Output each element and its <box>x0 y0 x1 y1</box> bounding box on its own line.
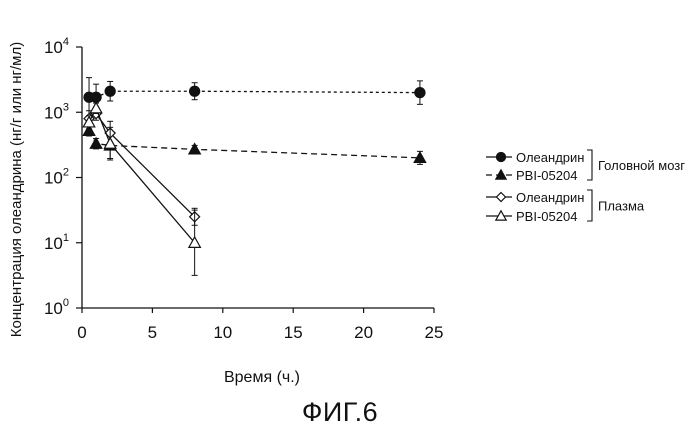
x-tick-label: 5 <box>148 323 157 342</box>
legend-bracket <box>587 189 593 222</box>
series-line <box>88 106 196 244</box>
legend-label: Олеандрин <box>516 150 584 165</box>
y-tick-label: 102 <box>44 167 69 188</box>
data-point <box>188 85 201 97</box>
x-tick-label: 10 <box>213 323 232 342</box>
series-3 <box>82 101 202 276</box>
legend-marker <box>494 168 508 180</box>
legend-group-label: Головной мозг <box>598 158 685 173</box>
x-tick-label: 25 <box>425 323 444 342</box>
legend-bracket <box>587 149 593 181</box>
figure-caption: ФИГ.6 <box>301 397 379 427</box>
legend: Олеандрин PBI-05204 Олеандрин PBI-05204 Голо… <box>486 149 685 224</box>
data-point <box>89 101 103 114</box>
data-point <box>414 86 426 99</box>
series-line <box>89 90 420 98</box>
y-tick-base: 10 <box>44 38 63 57</box>
y-tick-exponent: 1 <box>63 232 69 244</box>
y-tick-exponent: 2 <box>63 167 69 179</box>
y-tick-label: 100 <box>44 297 69 318</box>
y-tick-label: 101 <box>44 232 69 253</box>
data-point <box>413 150 427 164</box>
legend-group-label: Плазма <box>598 199 645 214</box>
data-point <box>90 91 102 103</box>
y-tick-base: 10 <box>44 169 63 188</box>
y-tick-exponent: 0 <box>63 297 69 309</box>
y-tick-label: 103 <box>44 101 69 122</box>
y-tick-exponent: 4 <box>63 36 69 48</box>
y-tick-label: 104 <box>44 36 69 57</box>
series-2 <box>83 106 201 226</box>
series-0 <box>83 77 426 118</box>
x-tick-label: 20 <box>354 323 373 342</box>
data-point <box>82 115 96 128</box>
data-point <box>82 123 96 136</box>
series-1 <box>82 123 427 165</box>
legend-label: PBI-05204 <box>516 209 577 224</box>
y-tick-base: 10 <box>44 234 63 253</box>
x-axis-label: Время (ч.) <box>224 369 300 386</box>
y-tick-exponent: 3 <box>63 101 69 113</box>
x-tick-label: 15 <box>284 323 303 342</box>
data-point <box>187 142 202 155</box>
data-point <box>187 235 202 248</box>
legend-marker <box>495 191 507 203</box>
y-tick-base: 10 <box>44 299 63 318</box>
series-layer <box>82 77 427 276</box>
data-point <box>104 85 116 97</box>
x-tick-label: 0 <box>77 323 86 342</box>
y-tick-base: 10 <box>44 103 63 122</box>
legend-marker <box>495 151 507 163</box>
data-point <box>103 136 117 149</box>
y-axis-label: Концентрация олеандрина (нг/г или нг/мл) <box>8 42 25 337</box>
data-point <box>89 136 103 149</box>
legend-label: Олеандрин <box>516 190 584 205</box>
series-line <box>88 130 420 159</box>
legend-label: PBI-05204 <box>516 168 577 183</box>
legend-marker <box>494 209 508 221</box>
